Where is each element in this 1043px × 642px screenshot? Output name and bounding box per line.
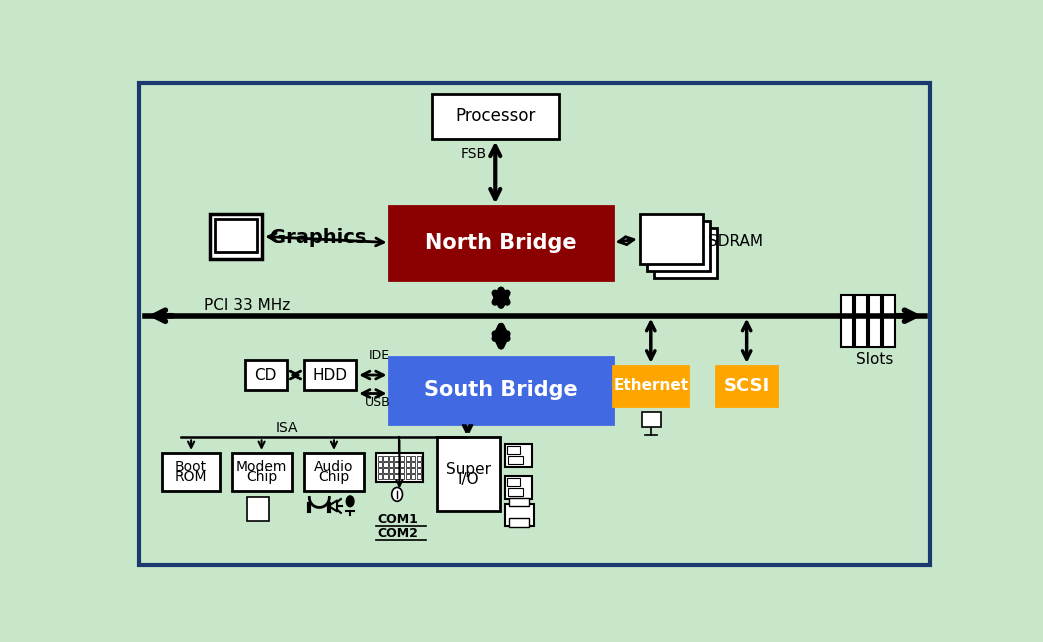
Text: Slots: Slots [856, 352, 894, 367]
Bar [394, 456, 398, 460]
Bar [715, 366, 777, 406]
Text: South Bridge: South Bridge [425, 381, 578, 401]
Text: SCSI: SCSI [724, 377, 770, 395]
Bar [389, 456, 393, 460]
Text: Chip: Chip [246, 470, 277, 483]
Bar [163, 453, 220, 491]
Bar [639, 214, 703, 264]
Text: HDD: HDD [313, 367, 347, 383]
Bar [505, 476, 532, 499]
Text: Modem: Modem [236, 460, 287, 474]
Bar [416, 462, 421, 467]
Text: CD: CD [254, 367, 277, 383]
Bar [401, 468, 405, 473]
Text: FSB: FSB [461, 147, 487, 161]
Text: I/O: I/O [458, 472, 480, 487]
Bar [384, 462, 388, 467]
Bar [842, 295, 853, 347]
Text: Chip: Chip [318, 470, 349, 483]
Bar [416, 474, 421, 479]
Bar [394, 468, 398, 473]
Bar [401, 456, 405, 460]
Bar [883, 295, 895, 347]
Bar [375, 453, 423, 482]
Bar [378, 462, 382, 467]
Bar [647, 221, 709, 271]
Bar [215, 220, 257, 252]
Text: Boot: Boot [175, 460, 208, 474]
Bar [641, 412, 661, 428]
Bar [416, 468, 421, 473]
Bar [406, 456, 410, 460]
Text: ROM: ROM [175, 470, 208, 483]
Bar [869, 295, 880, 347]
Text: Super: Super [446, 462, 491, 477]
Bar [411, 468, 415, 473]
Bar [406, 462, 410, 467]
Bar [654, 228, 717, 278]
Bar [613, 366, 688, 406]
Bar [401, 474, 405, 479]
Text: IDE: IDE [369, 349, 390, 362]
Bar [394, 462, 398, 467]
Ellipse shape [392, 487, 403, 501]
Bar [389, 356, 612, 424]
Bar [855, 295, 867, 347]
Bar [406, 468, 410, 473]
Bar [378, 456, 382, 460]
Bar [389, 206, 612, 279]
Bar [389, 474, 393, 479]
Text: North Bridge: North Bridge [426, 233, 577, 253]
Bar [394, 474, 398, 479]
Bar [401, 462, 405, 467]
Text: ISA: ISA [275, 421, 298, 435]
Bar [406, 474, 410, 479]
Text: Graphics: Graphics [269, 228, 366, 247]
Text: SDRAM: SDRAM [708, 234, 763, 248]
Bar [384, 474, 388, 479]
Bar [507, 446, 519, 453]
Bar [304, 360, 357, 390]
Bar [508, 456, 524, 464]
Text: USB: USB [365, 396, 391, 409]
Bar [509, 518, 529, 528]
Bar [210, 214, 263, 259]
Text: Ethernet: Ethernet [613, 378, 688, 394]
Bar [232, 453, 292, 491]
Bar [411, 462, 415, 467]
Bar [505, 505, 534, 526]
Text: Audio: Audio [314, 460, 354, 474]
Bar [304, 453, 364, 491]
Text: Processor: Processor [455, 107, 535, 125]
Bar [509, 498, 529, 506]
Bar [384, 456, 388, 460]
Bar [384, 468, 388, 473]
Bar [245, 360, 287, 390]
Bar [378, 474, 382, 479]
Bar [505, 444, 532, 467]
Text: COM2: COM2 [378, 527, 418, 540]
Text: PCI 33 MHz: PCI 33 MHz [203, 299, 290, 313]
Bar [411, 456, 415, 460]
Ellipse shape [346, 496, 354, 507]
Bar [378, 468, 382, 473]
Bar [507, 478, 519, 486]
Text: COM1: COM1 [378, 514, 418, 526]
Bar [432, 94, 559, 139]
Bar [416, 456, 421, 460]
Bar [411, 474, 415, 479]
Bar [389, 468, 393, 473]
Bar [508, 488, 524, 496]
Bar [247, 498, 268, 521]
Bar [389, 462, 393, 467]
Bar [437, 437, 501, 510]
